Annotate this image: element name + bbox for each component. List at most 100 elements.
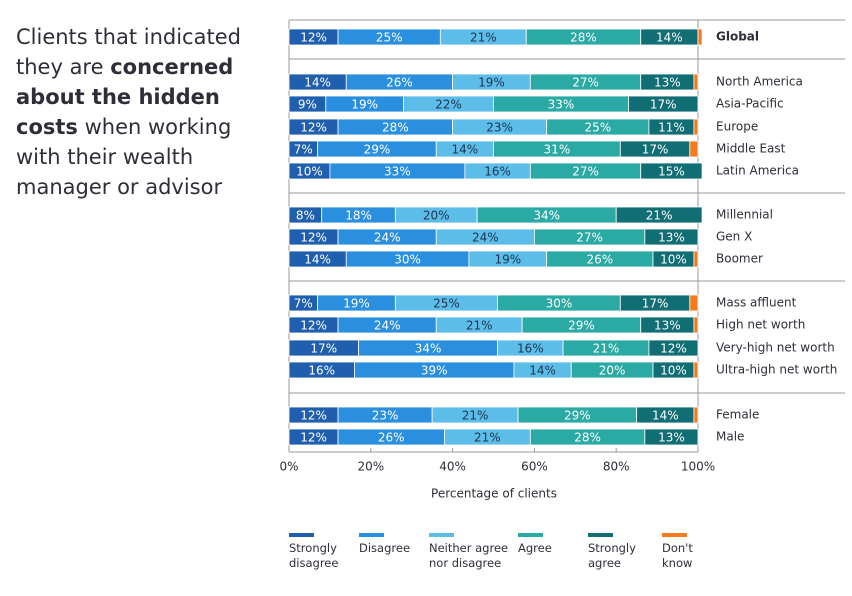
legend-label: Disagree — [359, 541, 411, 555]
data-label: 21% — [470, 31, 497, 45]
category-label: Mass affluent — [716, 296, 797, 310]
data-label: 14% — [304, 76, 331, 90]
bar-segment — [644, 228, 699, 246]
data-label: 29% — [364, 143, 391, 157]
category-label: Middle East — [716, 142, 786, 156]
legend-label: Strongly disagree — [289, 541, 339, 570]
data-label: 25% — [376, 31, 403, 45]
data-label: 17% — [642, 297, 669, 311]
data-label: 27% — [576, 231, 603, 245]
data-label: 19% — [478, 76, 505, 90]
data-label: 17% — [642, 143, 669, 157]
x-tick-label: 80% — [603, 460, 630, 474]
data-label: 34% — [533, 209, 560, 223]
bar-segment — [644, 428, 699, 446]
legend-swatch — [359, 533, 384, 537]
x-axis-label: Percentage of clients — [431, 487, 557, 501]
bar-segment — [689, 294, 699, 312]
legend-label: Strongly agree — [588, 541, 636, 570]
category-label: North America — [716, 75, 803, 89]
data-label: 12% — [300, 231, 327, 245]
data-label: 27% — [572, 165, 599, 179]
category-label: Europe — [716, 120, 758, 134]
data-label: 22% — [435, 98, 462, 112]
bar-segment — [693, 118, 699, 136]
data-label: 39% — [421, 364, 448, 378]
data-label: 33% — [548, 98, 575, 112]
data-label: 16% — [308, 364, 335, 378]
category-label: Female — [716, 408, 759, 422]
legend-swatch — [289, 533, 314, 537]
data-label: 19% — [343, 297, 370, 311]
title-bold: concerned about the hidden costs — [16, 55, 234, 139]
data-label: 21% — [462, 409, 489, 423]
legend-label: Neither agree nor disagree — [429, 541, 509, 570]
data-label: 30% — [546, 297, 573, 311]
data-label: 25% — [433, 297, 460, 311]
data-label: 13% — [654, 76, 681, 90]
category-label: Gen X — [716, 230, 752, 244]
data-label: 26% — [386, 76, 413, 90]
x-tick-label: 0% — [279, 460, 298, 474]
data-label: 9% — [298, 98, 317, 112]
data-label: 15% — [658, 165, 685, 179]
category-label: Ultra-high net worth — [716, 363, 837, 377]
data-label: 14% — [652, 409, 679, 423]
category-label: Male — [716, 430, 744, 444]
data-label: 26% — [587, 253, 614, 267]
data-label: 20% — [423, 209, 450, 223]
data-label: 24% — [374, 231, 401, 245]
data-label: 12% — [660, 342, 687, 356]
data-label: 20% — [599, 364, 626, 378]
data-label: 13% — [658, 231, 685, 245]
category-label: Millennial — [716, 208, 773, 222]
bar-segment — [693, 316, 699, 334]
data-label: 16% — [484, 165, 511, 179]
bar-segment — [689, 140, 699, 158]
legend-label: Don't know — [662, 541, 693, 570]
bar-segment — [693, 406, 699, 424]
category-label: Very-high net worth — [716, 341, 835, 355]
bar-segment — [648, 339, 699, 357]
data-label: 12% — [300, 319, 327, 333]
category-label: Global — [716, 30, 759, 44]
x-tick-label: 100% — [681, 460, 715, 474]
category-label: High net worth — [716, 318, 805, 332]
data-label: 29% — [568, 319, 595, 333]
bar-segment — [640, 162, 703, 180]
data-label: 28% — [570, 31, 597, 45]
data-label: 12% — [300, 409, 327, 423]
data-label: 10% — [660, 364, 687, 378]
data-label: 24% — [374, 319, 401, 333]
data-label: 12% — [300, 431, 327, 445]
data-label: 30% — [394, 253, 421, 267]
data-label: 28% — [382, 121, 409, 135]
bar-segment — [693, 250, 699, 268]
data-label: 23% — [372, 409, 399, 423]
bar-segment — [693, 361, 699, 379]
data-label: 21% — [466, 319, 493, 333]
data-label: 19% — [351, 98, 378, 112]
category-label: Asia-Pacific — [716, 97, 784, 111]
legend-label: Agree — [518, 541, 552, 555]
data-label: 14% — [304, 253, 331, 267]
chart-title: Clients that indicated they are concerne… — [16, 22, 241, 202]
data-label: 12% — [300, 31, 327, 45]
legend-swatch — [518, 533, 543, 537]
data-label: 14% — [656, 31, 683, 45]
category-label: Latin America — [716, 164, 799, 178]
data-label: 8% — [296, 209, 315, 223]
data-label: 17% — [650, 98, 677, 112]
bar-segment — [628, 95, 699, 113]
data-label: 13% — [654, 319, 681, 333]
data-label: 24% — [472, 231, 499, 245]
data-label: 27% — [572, 76, 599, 90]
data-label: 21% — [593, 342, 620, 356]
data-label: 34% — [415, 342, 442, 356]
legend-swatch — [429, 533, 454, 537]
data-label: 10% — [660, 253, 687, 267]
data-label: 23% — [486, 121, 513, 135]
title-part: Clients that indicated they are — [16, 25, 241, 79]
title-part: when working with their wealth manager o… — [16, 115, 232, 199]
